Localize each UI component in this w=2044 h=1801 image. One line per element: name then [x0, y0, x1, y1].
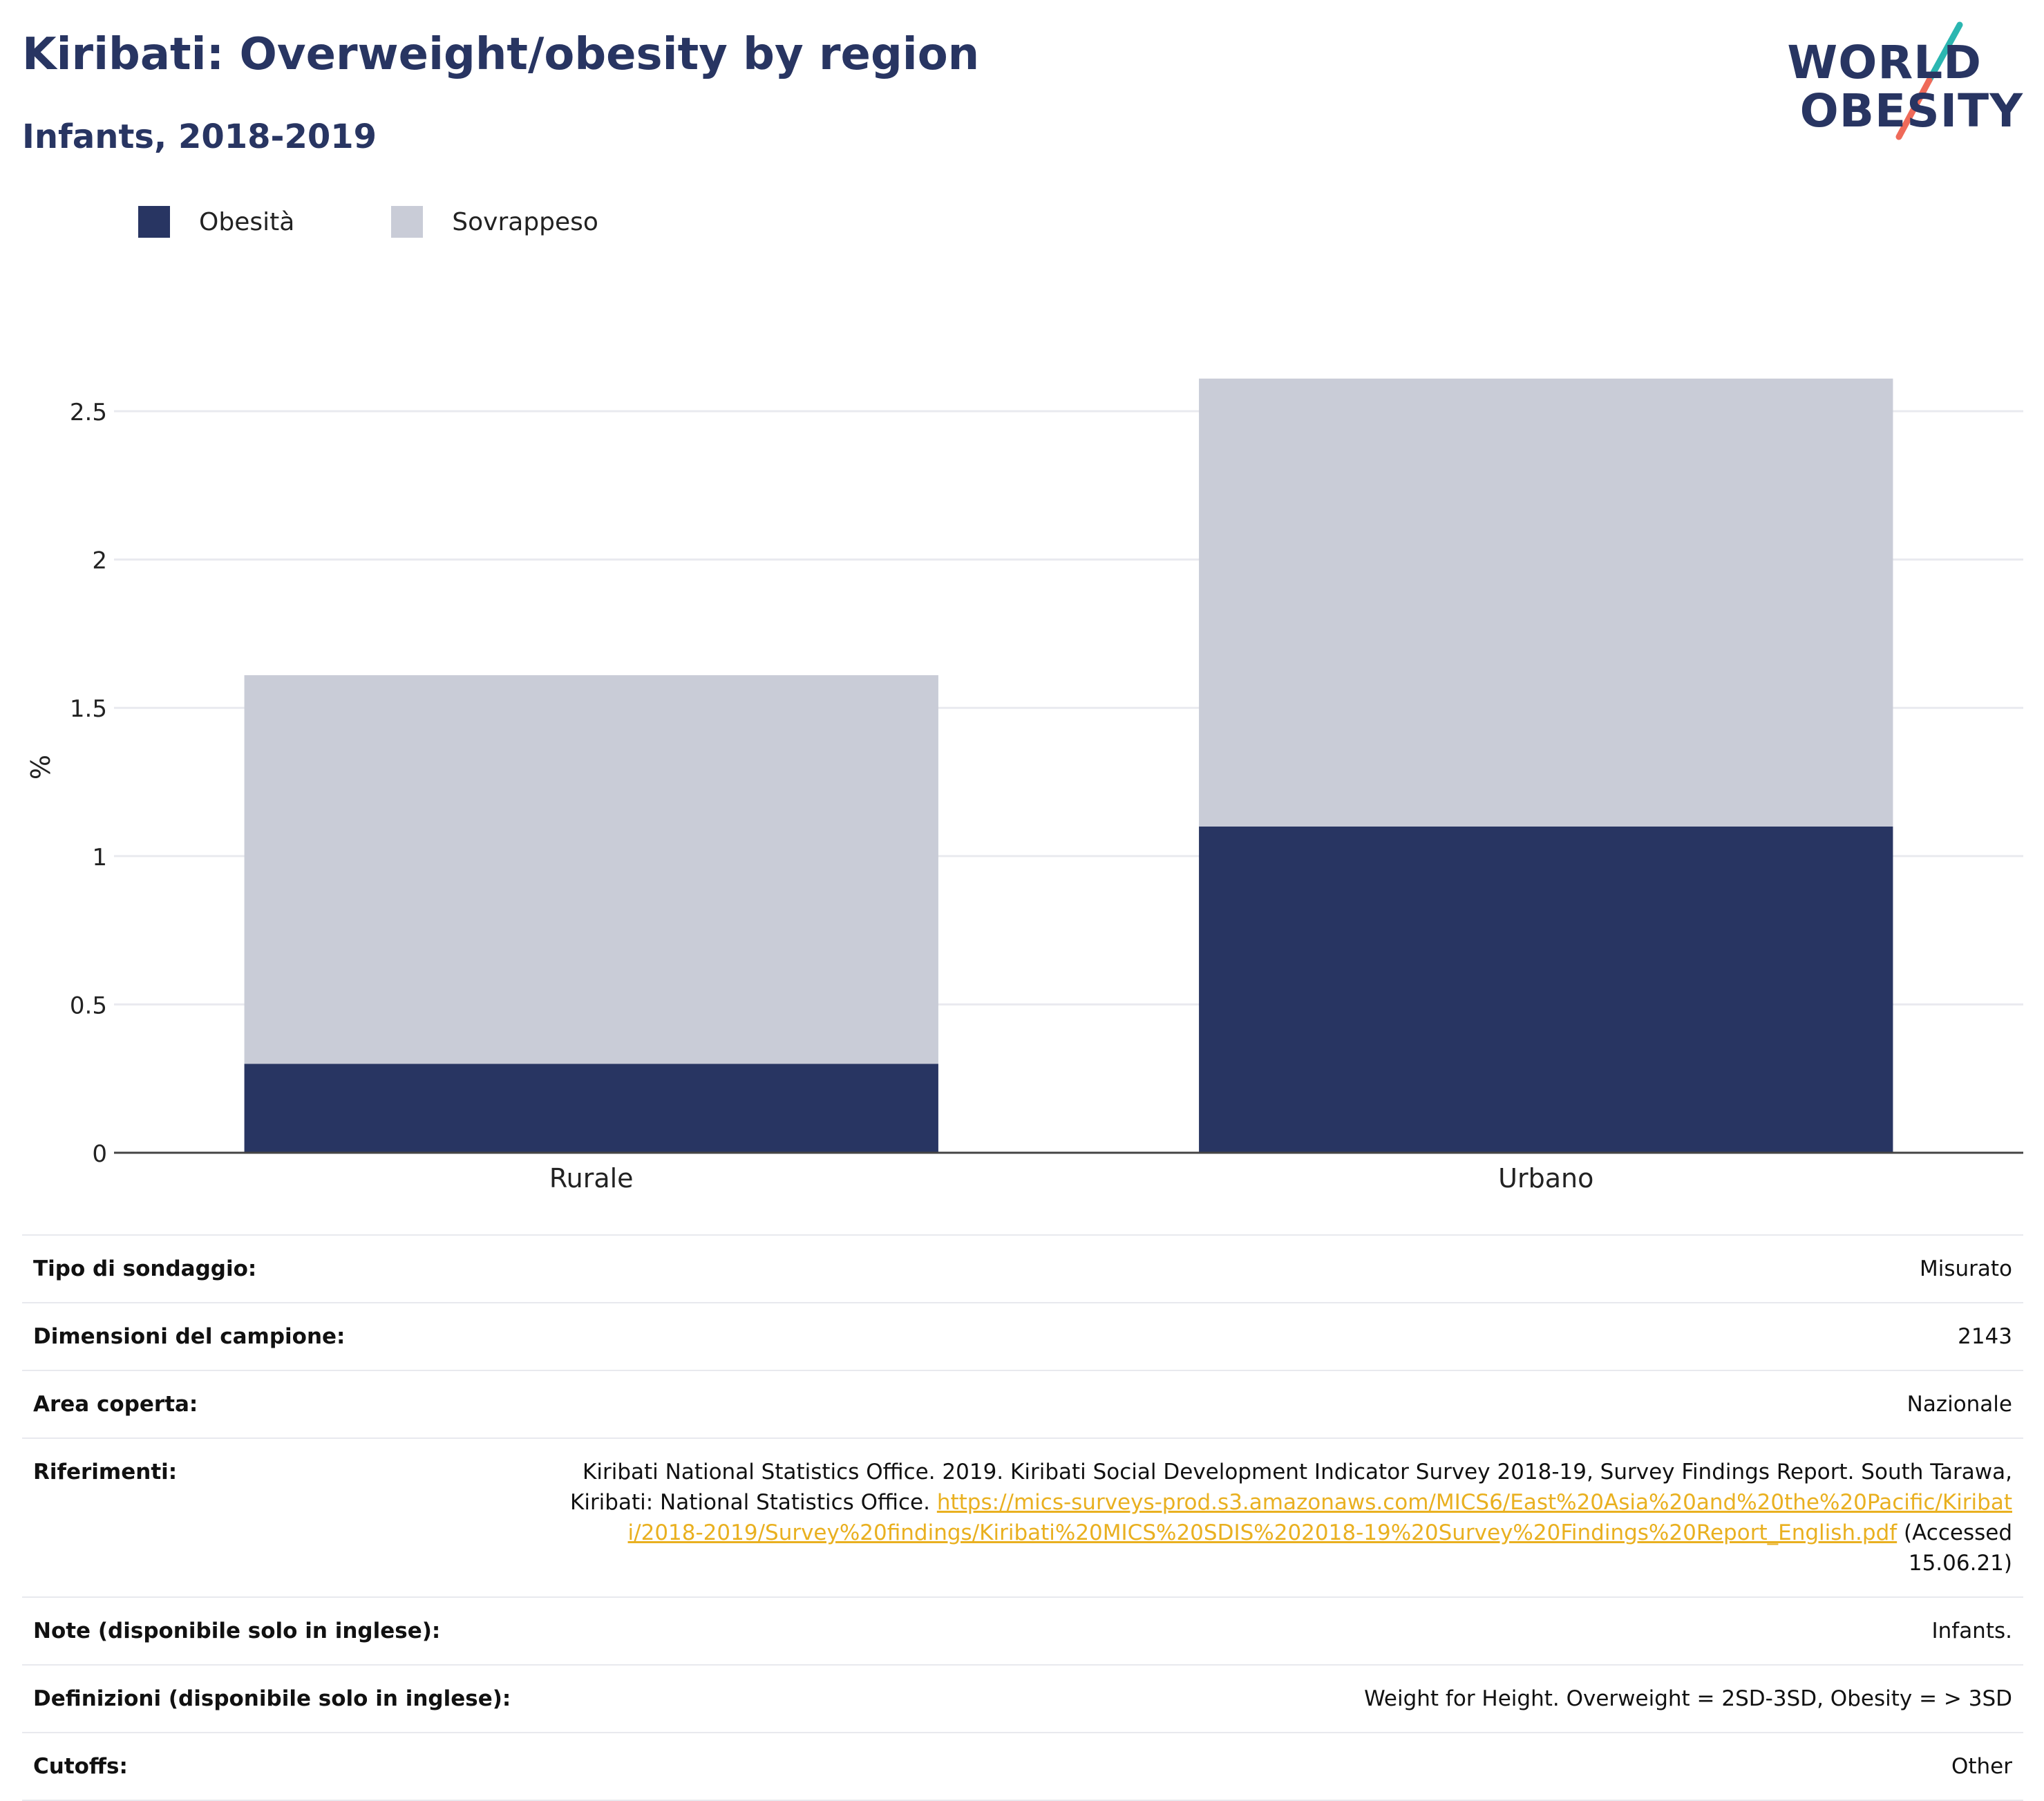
info-label: Dimensioni del campione:	[33, 1324, 346, 1349]
info-table: Tipo di sondaggio: Misurato Dimensioni d…	[22, 1234, 2023, 1801]
reference-accessed: (Accessed 15.06.21)	[1897, 1520, 2012, 1576]
legend-swatch-obesity	[138, 206, 170, 238]
info-row-cutoffs: Cutoffs: Other	[22, 1733, 2023, 1801]
legend-label-obesity: Obesità	[199, 207, 295, 236]
reference-link[interactable]: https://mics-surveys-prod.s3.amazonaws.c…	[627, 1490, 2012, 1545]
info-row-references: Riferimenti: Kiribati National Statistic…	[22, 1439, 2023, 1598]
info-row-sample-size: Dimensioni del campione: 2143	[22, 1303, 2023, 1371]
reference-text: Kiribati National Statistics Office. 201…	[570, 1460, 2012, 1515]
world-obesity-logo: WORLD OBESITY	[1787, 19, 2023, 144]
bar-obesity-urbano	[1199, 826, 1893, 1153]
y-tick-label: 1.5	[70, 695, 107, 723]
bar-obesity-rurale	[244, 1064, 938, 1153]
chart-subtitle: Infants, 2018-2019	[22, 117, 377, 156]
legend-label-overweight: Sovrappeso	[452, 207, 598, 236]
info-row-definitions: Definizioni (disponibile solo in inglese…	[22, 1666, 2023, 1733]
y-axis-label: %	[26, 755, 56, 780]
info-label: Definizioni (disponibile solo in inglese…	[33, 1686, 511, 1711]
y-tick-label: 0	[92, 1140, 107, 1168]
logo-slash-icon	[1895, 21, 1963, 140]
legend-item-overweight[interactable]: Sovrappeso	[391, 206, 598, 238]
chart-legend: Obesità Sovrappeso	[138, 206, 695, 238]
info-value: Misurato	[1919, 1256, 2012, 1281]
y-tick-label: 2	[92, 547, 107, 575]
info-value: Weight for Height. Overweight = 2SD-3SD,…	[1364, 1686, 2012, 1711]
info-value: Nazionale	[1906, 1392, 2012, 1417]
info-label: Note (disponibile solo in inglese):	[33, 1619, 441, 1643]
y-tick-label: 0.5	[70, 992, 107, 1019]
y-tick-label: 1	[92, 844, 107, 871]
info-value: 2143	[1958, 1324, 2012, 1349]
info-value: Infants.	[1931, 1619, 2012, 1643]
info-row-area: Area coperta: Nazionale	[22, 1371, 2023, 1439]
info-label: Riferimenti:	[33, 1460, 178, 1484]
legend-swatch-overweight	[391, 206, 424, 238]
bar-overweight-urbano	[1199, 378, 1893, 827]
legend-item-obesity[interactable]: Obesità	[138, 206, 294, 238]
x-tick-label: Urbano	[1498, 1163, 1593, 1194]
info-value: Other	[1951, 1754, 2012, 1779]
info-row-notes: Note (disponibile solo in inglese): Infa…	[22, 1598, 2023, 1666]
y-tick-label: 2.5	[70, 399, 107, 426]
x-tick-label: Rurale	[549, 1163, 634, 1194]
stacked-bar-chart: 0 0.5 1 1.5 2 2.5% Rurale Urbano	[26, 378, 2023, 1194]
bar-overweight-rurale	[244, 675, 938, 1064]
chart-title: Kiribati: Overweight/obesity by region	[22, 29, 980, 80]
logo-line2: OBESITY	[1799, 84, 2023, 138]
info-label: Tipo di sondaggio:	[33, 1256, 257, 1281]
info-value: Kiribati National Statistics Office. 201…	[561, 1457, 2012, 1578]
info-label: Area coperta:	[33, 1392, 198, 1417]
logo-line1: WORLD	[1787, 36, 1982, 89]
info-row-survey-type: Tipo di sondaggio: Misurato	[22, 1236, 2023, 1303]
info-label: Cutoffs:	[33, 1754, 128, 1779]
